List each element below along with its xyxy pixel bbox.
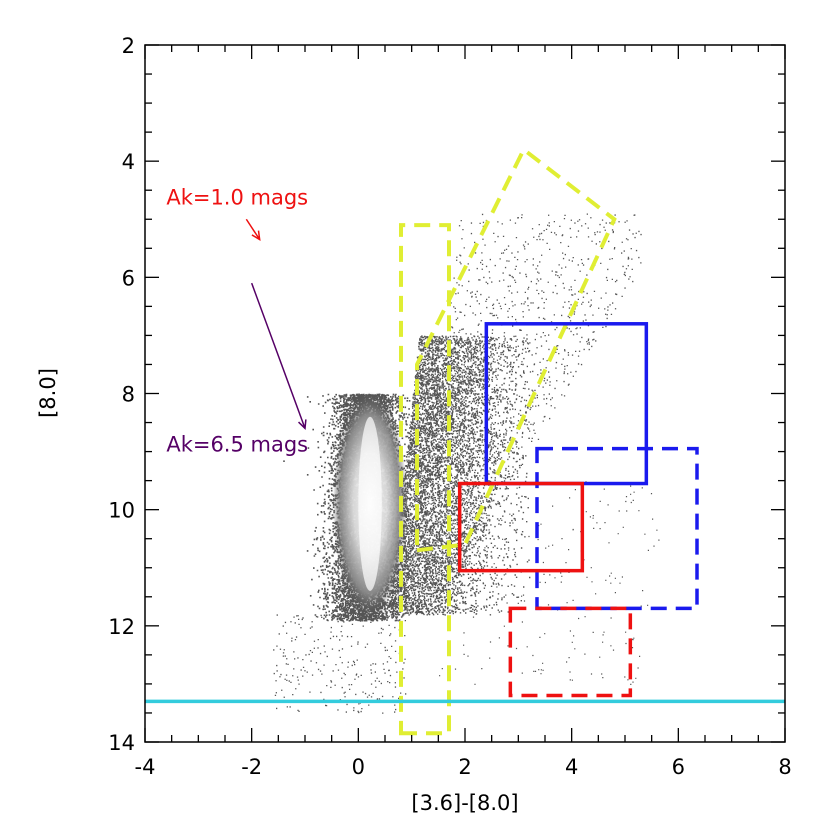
x-tick-label: 4 (565, 755, 578, 779)
y-tick-label: 6 (122, 266, 135, 290)
region-blue-dashed (535, 446, 699, 611)
region-yellow-dashed-tilted (415, 146, 617, 553)
region-yellow-dashed-vertical (399, 223, 451, 736)
x-tick-label: 6 (672, 755, 685, 779)
axes: -4 -2 0 2 4 6 8 2 4 6 8 10 12 14 (108, 34, 791, 779)
annotation-arrowhead-1 (298, 419, 307, 430)
annotation-label-1: Ak=6.5 mags (166, 433, 308, 457)
plot-frame (144, 44, 786, 743)
annotation-arrow-1 (250, 282, 306, 429)
y-tick-label: 2 (122, 34, 135, 58)
x-tick-label: -2 (241, 755, 262, 779)
selection-regions (399, 146, 699, 736)
x-tick-label: 0 (352, 755, 365, 779)
annotation-arrowhead-0 (251, 230, 261, 242)
y-tick-label: 12 (108, 615, 135, 639)
scatter-dots (273, 213, 660, 714)
x-axis-title: [3.6]-[8.0] (411, 791, 518, 815)
x-tick-label: -4 (135, 755, 156, 779)
stellar-locus (332, 392, 408, 616)
y-tick-label: 14 (108, 731, 135, 755)
locus-center (358, 416, 382, 591)
y-tick-label: 8 (122, 383, 135, 407)
annotation-label-0: Ak=1.0 mags (166, 186, 308, 210)
annotations: Ak=1.0 mags Ak=6.5 mags (166, 186, 308, 457)
x-tick-label: 8 (778, 755, 791, 779)
y-tick-label: 4 (122, 150, 135, 174)
annotation-arrow-0 (245, 218, 261, 240)
y-axis-title: [8.0] (36, 368, 60, 418)
y-tick-label: 10 (108, 499, 135, 523)
region-red-solid (457, 481, 585, 573)
x-tick-label: 2 (458, 755, 471, 779)
scatter-points (273, 213, 660, 714)
region-red-dashed (508, 606, 633, 698)
